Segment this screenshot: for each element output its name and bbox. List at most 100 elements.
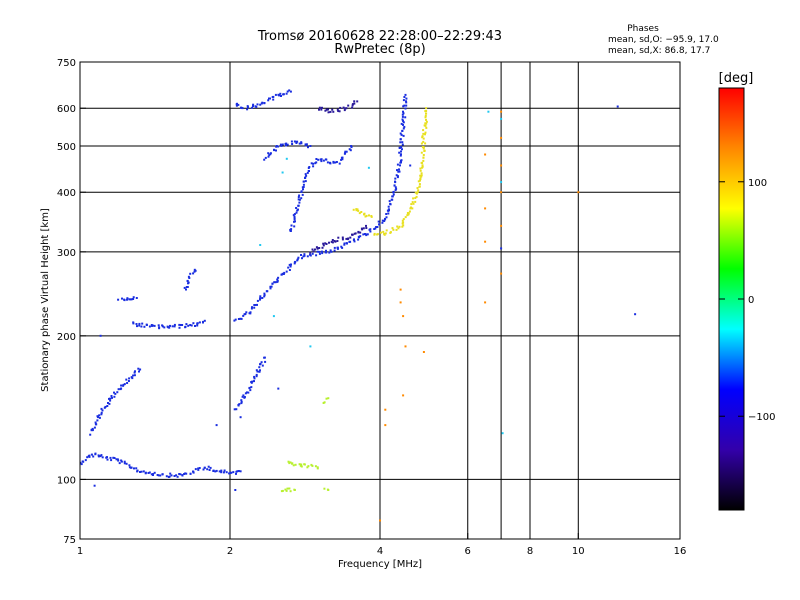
data-point bbox=[133, 371, 136, 374]
data-point bbox=[420, 161, 423, 164]
data-point bbox=[306, 466, 309, 469]
data-point bbox=[233, 319, 236, 322]
data-point bbox=[360, 211, 363, 213]
data-point bbox=[398, 170, 401, 173]
data-point bbox=[80, 461, 82, 464]
data-point bbox=[169, 472, 172, 475]
data-point bbox=[279, 92, 282, 95]
data-point bbox=[270, 285, 273, 288]
data-point bbox=[318, 106, 321, 109]
data-point bbox=[98, 414, 101, 417]
data-point bbox=[405, 100, 407, 103]
data-point bbox=[381, 219, 384, 222]
data-point bbox=[303, 254, 306, 257]
data-point bbox=[290, 263, 292, 266]
data-point bbox=[250, 386, 253, 389]
data-point bbox=[169, 324, 171, 327]
data-point bbox=[189, 472, 192, 475]
data-point bbox=[388, 200, 391, 203]
data-point bbox=[405, 97, 408, 100]
data-point bbox=[261, 364, 264, 367]
data-point bbox=[108, 397, 110, 400]
data-point bbox=[198, 467, 201, 469]
data-point bbox=[408, 210, 411, 213]
data-point bbox=[278, 94, 281, 97]
data-point bbox=[484, 240, 487, 243]
data-point bbox=[283, 271, 286, 274]
data-point bbox=[316, 467, 319, 470]
data-point bbox=[111, 396, 113, 399]
data-point bbox=[138, 324, 141, 327]
data-point bbox=[421, 136, 424, 139]
data-point bbox=[420, 174, 423, 177]
data-point bbox=[197, 467, 200, 470]
data-point bbox=[296, 258, 299, 261]
data-point bbox=[285, 270, 288, 273]
data-point bbox=[343, 243, 346, 246]
data-point bbox=[311, 252, 314, 255]
data-point bbox=[228, 472, 231, 475]
data-point bbox=[350, 145, 353, 147]
data-point bbox=[100, 411, 103, 414]
data-point bbox=[302, 183, 305, 186]
data-point bbox=[399, 301, 402, 304]
data-point bbox=[157, 474, 160, 477]
data-point bbox=[386, 209, 389, 212]
data-point bbox=[424, 110, 427, 113]
data-point bbox=[354, 232, 357, 235]
data-point bbox=[327, 397, 330, 400]
data-point bbox=[239, 470, 242, 473]
grid-lines bbox=[80, 62, 680, 539]
data-point bbox=[312, 165, 315, 168]
data-point bbox=[269, 152, 272, 155]
data-point bbox=[329, 162, 332, 165]
data-point bbox=[422, 140, 425, 143]
data-point bbox=[215, 424, 218, 427]
data-point bbox=[415, 192, 418, 195]
data-point bbox=[323, 487, 326, 490]
data-point bbox=[276, 278, 279, 281]
data-point bbox=[376, 226, 379, 228]
data-point bbox=[241, 107, 244, 110]
data-point bbox=[292, 214, 295, 217]
data-point bbox=[385, 229, 388, 232]
data-point bbox=[281, 143, 284, 146]
data-point bbox=[357, 238, 360, 241]
data-point bbox=[349, 240, 352, 243]
data-point bbox=[301, 257, 303, 260]
data-point bbox=[203, 466, 206, 469]
data-point bbox=[326, 108, 328, 111]
data-point bbox=[414, 191, 417, 194]
data-point bbox=[402, 127, 405, 130]
data-point bbox=[202, 468, 205, 471]
data-point bbox=[424, 142, 427, 145]
data-point bbox=[289, 461, 292, 464]
data-point bbox=[318, 247, 321, 249]
data-point bbox=[253, 380, 255, 383]
data-point bbox=[284, 488, 287, 491]
data-point bbox=[293, 225, 296, 228]
data-point bbox=[351, 233, 354, 236]
data-point bbox=[401, 113, 404, 116]
data-point bbox=[425, 107, 428, 110]
data-point bbox=[378, 223, 381, 226]
data-point bbox=[309, 251, 312, 254]
data-point bbox=[138, 370, 140, 373]
data-point bbox=[422, 129, 425, 132]
data-point bbox=[286, 90, 289, 93]
data-point bbox=[303, 253, 306, 256]
data-point bbox=[401, 115, 404, 118]
data-point bbox=[419, 174, 422, 177]
data-point bbox=[420, 172, 423, 175]
data-point bbox=[314, 248, 316, 251]
data-point bbox=[398, 168, 400, 171]
data-point bbox=[290, 140, 293, 143]
data-point bbox=[246, 108, 249, 111]
data-point bbox=[396, 169, 398, 172]
data-point bbox=[242, 394, 245, 397]
data-point bbox=[163, 326, 166, 329]
data-point bbox=[153, 324, 156, 327]
data-point bbox=[369, 230, 372, 233]
data-point bbox=[398, 225, 401, 228]
data-point bbox=[266, 290, 269, 293]
